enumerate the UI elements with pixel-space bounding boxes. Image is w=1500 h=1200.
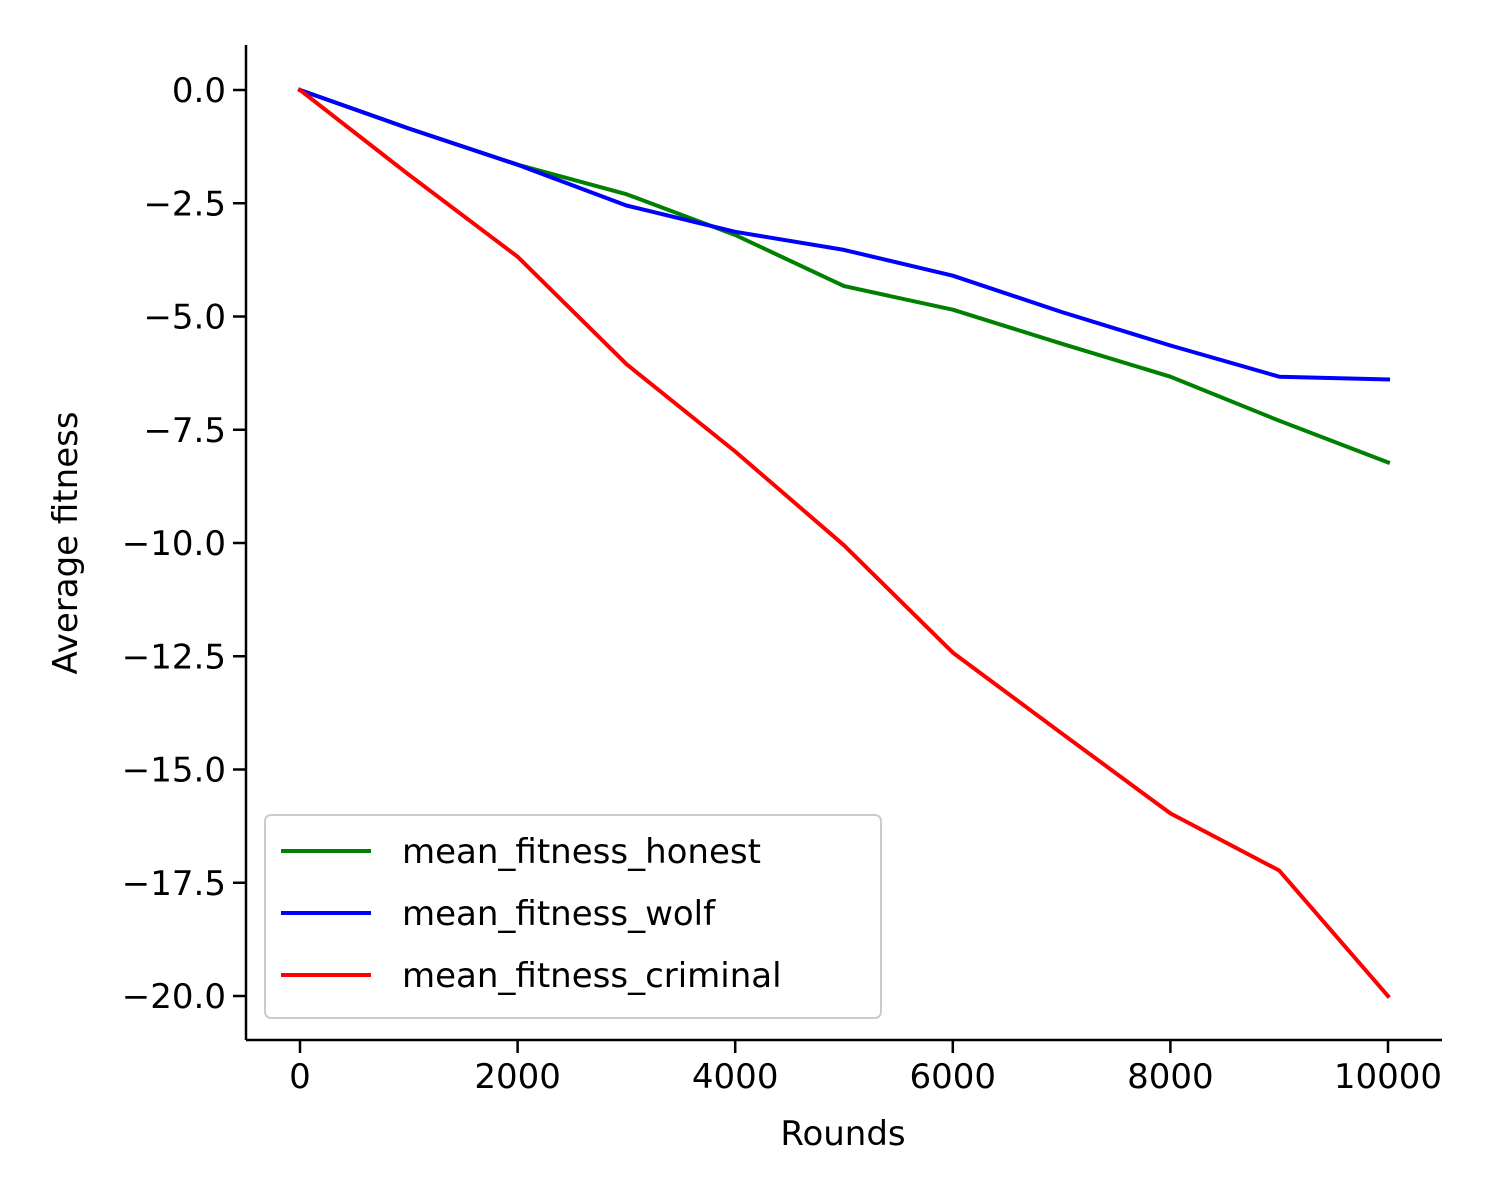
y-tick-label: 0.0 bbox=[172, 71, 226, 111]
legend-label: mean_fitness_wolf bbox=[402, 894, 716, 934]
y-tick-label: −20.0 bbox=[122, 977, 226, 1017]
y-tick-label: −10.0 bbox=[122, 524, 226, 564]
y-tick-label: −5.0 bbox=[143, 298, 226, 338]
series-lines bbox=[297, 87, 1391, 999]
y-tick-label: −17.5 bbox=[122, 864, 226, 904]
y-tick-label: −12.5 bbox=[122, 637, 226, 677]
x-tick-label: 6000 bbox=[910, 1057, 997, 1097]
y-tick-label: −2.5 bbox=[143, 184, 226, 224]
x-tick-label: 8000 bbox=[1127, 1057, 1214, 1097]
legend: mean_fitness_honest mean_fitness_wolfmean… bbox=[264, 814, 882, 1019]
legend-box bbox=[264, 814, 882, 1019]
x-tick-label: 0 bbox=[289, 1057, 311, 1097]
y-axis-ticks: 0.0 −2.5 −5.0 −7.5 −10.0 −12.5 −15.0 −17.5 −20.0 bbox=[122, 71, 246, 1017]
x-axis-ticks: 0 2000 4000 6000 8000 10000 bbox=[289, 1040, 1442, 1097]
x-tick-label: 4000 bbox=[692, 1057, 779, 1097]
x-axis-label: Rounds bbox=[780, 1114, 905, 1154]
y-tick-label: −7.5 bbox=[143, 411, 226, 451]
x-tick-label: 2000 bbox=[474, 1057, 561, 1097]
y-tick-label: −15.0 bbox=[122, 751, 226, 791]
legend-label: mean_fitness_honest bbox=[402, 832, 761, 872]
legend-label: mean_fitness_criminal bbox=[402, 956, 782, 996]
y-axis-label: Average fitness bbox=[46, 411, 86, 674]
series-line-mean-fitness-criminal bbox=[297, 87, 1391, 999]
series-line-mean-fitness-wolf bbox=[297, 87, 1391, 382]
x-tick-label: 10000 bbox=[1334, 1057, 1442, 1097]
